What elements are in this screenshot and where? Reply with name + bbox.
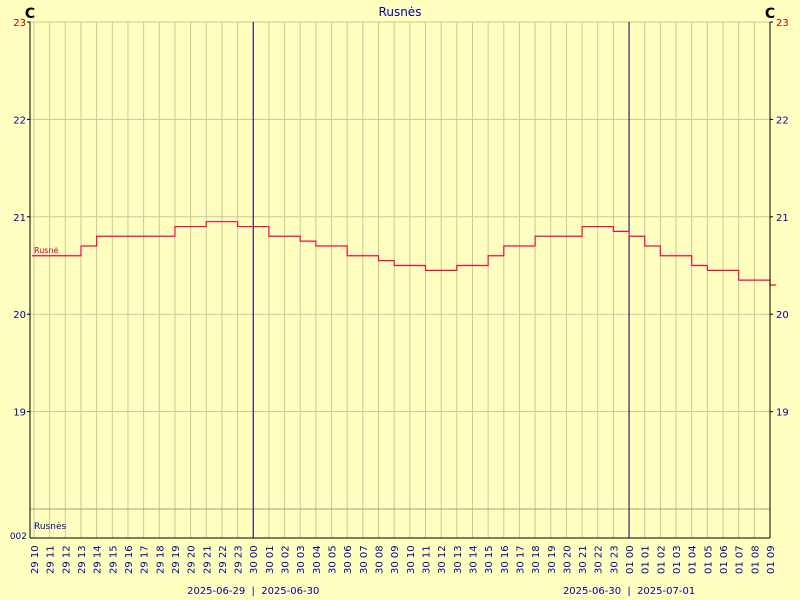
x-tick-label: 30 08	[375, 545, 386, 574]
x-tick-label: 30 05	[328, 545, 339, 574]
x-tick-label: 29 10	[30, 545, 41, 574]
y-tick-label-right: 22	[776, 115, 789, 126]
date-label: 2025-06-29	[187, 586, 245, 597]
y-tick-label-left: 23	[13, 18, 26, 29]
x-tick-label: 29 20	[187, 545, 198, 574]
date-label: 2025-07-01	[637, 586, 695, 597]
grid	[30, 21, 771, 538]
y-tick-label-left: 21	[13, 213, 26, 224]
date-divider: |	[627, 586, 630, 597]
x-tick-label: 30 12	[437, 545, 448, 574]
x-tick-label: 30 02	[281, 545, 292, 574]
x-tick-label: 30 22	[594, 545, 605, 574]
x-tick-label: 30 09	[390, 545, 401, 574]
x-tick-label: 30 07	[359, 545, 370, 574]
x-tick-label: 30 20	[562, 545, 573, 574]
series-inline-label: Rusnė	[34, 246, 59, 255]
x-tick-label: 29 16	[124, 545, 135, 574]
x-tick-label: 01 08	[750, 545, 761, 574]
x-tick-label: 30 18	[531, 545, 542, 574]
y-tick-label-left: 22	[13, 115, 26, 126]
plot-area	[32, 221, 777, 286]
x-tick-label: 29 11	[46, 545, 57, 574]
x-tick-label: 30 17	[515, 545, 526, 574]
y-tick-label-right: 20	[776, 310, 789, 321]
axes: 29 10 29 11 29 12 29 13 29 14 29 15 29 16 29 17…	[13, 18, 788, 597]
y-tick-label-right: 23	[776, 18, 789, 29]
x-tick-label: 30 03	[296, 545, 307, 574]
x-tick-label: 29 21	[202, 545, 213, 574]
x-tick-label: 29 17	[140, 545, 151, 574]
lower-panel-label: Rusnės	[34, 522, 66, 532]
x-tick-label: 29 23	[234, 545, 245, 574]
x-tick-label: 01 02	[656, 545, 667, 574]
x-tick-label: 30 11	[421, 545, 432, 574]
date-label: 2025-06-30	[261, 586, 319, 597]
date-label: 2025-06-30	[563, 586, 621, 597]
x-tick-label: 29 19	[171, 545, 182, 574]
x-tick-label: 30 21	[578, 545, 589, 574]
x-tick-label: 01 06	[719, 545, 730, 574]
chart-title: Rusnės	[379, 5, 422, 19]
x-tick-label: 29 13	[77, 545, 88, 574]
x-tick-label: 29 15	[108, 545, 119, 574]
x-tick-label: 30 16	[500, 545, 511, 574]
x-tick-label: 01 00	[625, 545, 636, 574]
unit-label-left: C	[25, 6, 35, 22]
series-line	[32, 221, 777, 286]
x-tick-label: 29 22	[218, 545, 229, 574]
x-tick-label: 30 04	[312, 545, 323, 574]
x-tick-label: 01 04	[688, 545, 699, 574]
y-tick-label-left: 20	[13, 310, 26, 321]
x-tick-label: 29 14	[93, 545, 104, 574]
x-tick-label: 01 03	[672, 545, 683, 574]
y-tick-label-right: 21	[776, 213, 789, 224]
x-tick-label: 01 07	[735, 545, 746, 574]
unit-label-right: C	[765, 6, 775, 22]
x-tick-label: 01 09	[766, 545, 777, 574]
x-tick-label: 30 01	[265, 545, 276, 574]
y-tick-label-right: 19	[776, 408, 789, 419]
y-tick-label-left: 19	[13, 408, 26, 419]
x-tick-label: 30 14	[468, 545, 479, 574]
x-tick-label: 01 01	[641, 545, 652, 574]
x-tick-label: 30 15	[484, 545, 495, 574]
bottom-axis-label: 002	[10, 532, 27, 542]
x-tick-label: 30 06	[343, 545, 354, 574]
x-tick-label: 29 18	[155, 545, 166, 574]
date-divider: |	[252, 586, 255, 597]
x-tick-label: 30 13	[453, 545, 464, 574]
x-tick-label: 30 00	[249, 545, 260, 574]
x-tick-label: 30 23	[609, 545, 620, 574]
x-tick-label: 30 19	[547, 545, 558, 574]
x-tick-label: 30 10	[406, 545, 417, 574]
x-tick-label: 29 12	[61, 545, 72, 574]
x-tick-label: 01 05	[703, 545, 714, 574]
